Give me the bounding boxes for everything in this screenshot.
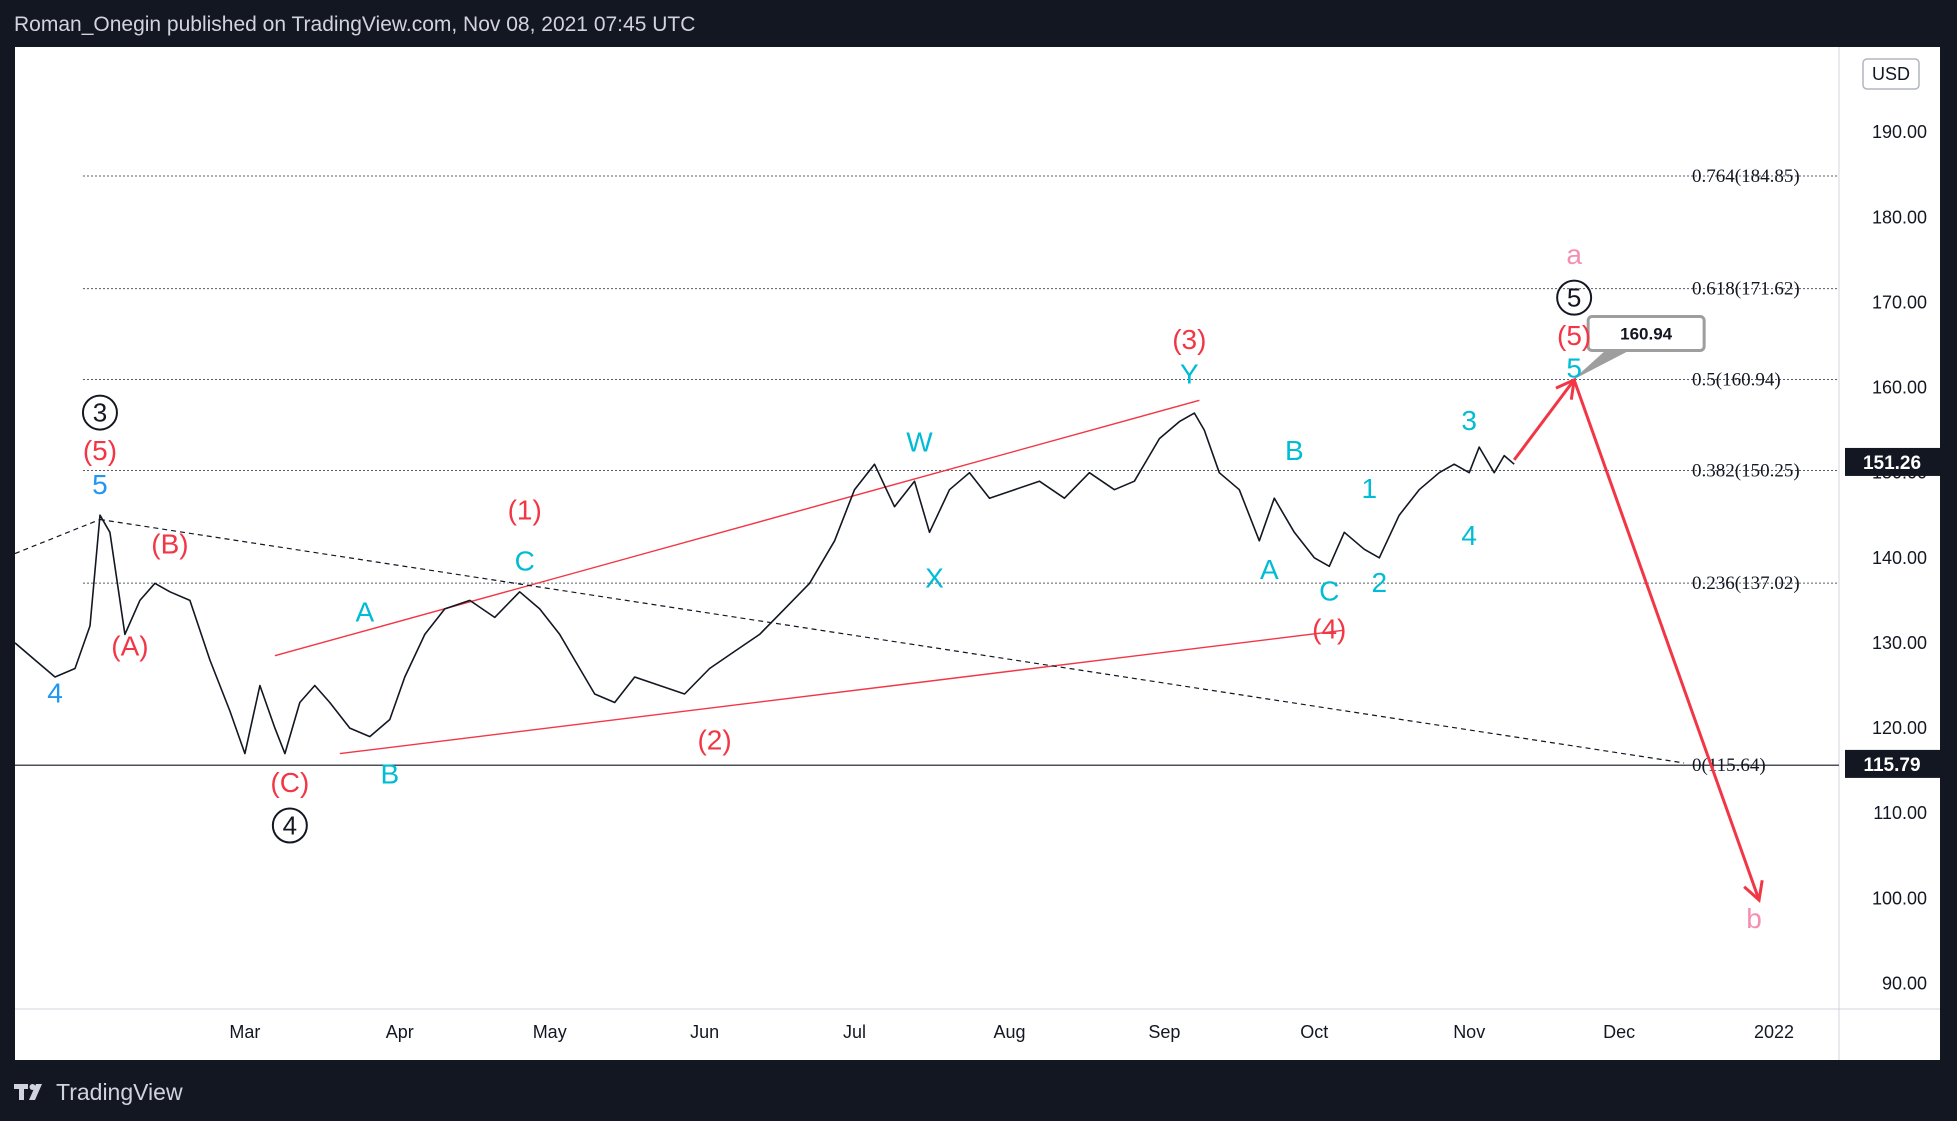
y-tick-label: 120.00 <box>1872 718 1927 738</box>
y-tick-label: 100.00 <box>1872 888 1927 908</box>
low-price-label: 115.79 <box>1863 755 1920 776</box>
channel-trend-line <box>274 399 1200 657</box>
wave-label: C <box>515 546 535 577</box>
x-tick-label: Apr <box>386 1022 414 1042</box>
callout-pointer <box>1575 350 1629 378</box>
y-tick-label: 130.00 <box>1872 633 1927 653</box>
fib-level-label: 0.618(171.62) <box>1692 279 1800 300</box>
wave-label: a <box>1566 239 1582 270</box>
fib-level-label: 0(115.64) <box>1692 755 1766 776</box>
x-tick-label: Mar <box>229 1022 260 1042</box>
dashed-trend-line <box>99 518 1685 764</box>
wave-circle <box>271 807 308 844</box>
x-tick-label: May <box>533 1022 567 1042</box>
price-chart[interactable]: 0.764(184.85) 0.618(171.62) 0.5(160.94) 0.3… <box>15 47 1940 1060</box>
y-tick-label: 140.00 <box>1872 548 1927 568</box>
wave-label: B <box>380 758 399 789</box>
wave-label: b <box>1746 903 1762 934</box>
wave-label: 3 <box>1461 405 1477 436</box>
wave-label: (C) <box>270 767 309 798</box>
x-tick-label: Nov <box>1453 1022 1485 1042</box>
callout-box[interactable] <box>1586 315 1706 353</box>
wave-label: 4 <box>47 678 63 709</box>
last-price-badge <box>1845 447 1940 476</box>
chart-area[interactable]: 0.764(184.85) 0.618(171.62) 0.5(160.94) 0.3… <box>15 47 1940 1060</box>
fib-level-label: 0.764(184.85) <box>1692 166 1800 187</box>
x-tick-label: Sep <box>1148 1022 1180 1042</box>
y-tick-label: 160.00 <box>1872 378 1927 398</box>
wave-label: (5) <box>1557 320 1591 351</box>
wave-label: X <box>925 563 944 594</box>
wave-label: (5) <box>83 435 117 466</box>
projection-arrow-line <box>1512 378 1576 461</box>
wave-label: A <box>355 597 374 628</box>
fib-level-label: 0.382(150.25) <box>1692 461 1800 482</box>
currency-label: USD <box>1872 64 1910 84</box>
wave-label: Y <box>1180 358 1199 389</box>
projection-arrow-line <box>1572 379 1761 901</box>
wave-label: (B) <box>151 529 188 560</box>
wave-label: 5 <box>1566 352 1582 383</box>
wave-label: A <box>1260 554 1279 585</box>
x-tick-label: Aug <box>993 1022 1025 1042</box>
projection-arrow-head <box>1743 880 1764 903</box>
publish-header: Roman_Onegin published on TradingView.co… <box>14 13 696 36</box>
y-tick-label: 110.00 <box>1873 803 1927 823</box>
y-tick-label: 180.00 <box>1872 207 1927 227</box>
tradingview-logo-icon <box>14 1082 48 1102</box>
wave-label: (4) <box>1312 614 1346 645</box>
y-tick-label: 170.00 <box>1872 292 1927 312</box>
wave-label: (2) <box>697 724 731 755</box>
callout-price-label: 160.94 <box>1620 325 1673 344</box>
fib-level-label: 0.236(137.02) <box>1692 573 1800 594</box>
x-tick-label: Oct <box>1300 1022 1328 1042</box>
dashed-trend-line <box>15 518 101 555</box>
footer-brand-label: TradingView <box>56 1078 183 1105</box>
currency-badge[interactable] <box>1862 58 1920 90</box>
x-tick-label: 2022 <box>1754 1022 1794 1042</box>
wave-label: (1) <box>508 494 542 525</box>
wave-label: 3 <box>93 398 107 428</box>
price-series-line[interactable] <box>15 412 1515 755</box>
wave-circle <box>81 394 118 431</box>
low-price-badge <box>1845 749 1940 778</box>
x-tick-label: Jun <box>690 1022 719 1042</box>
wave-label: 4 <box>1461 520 1477 551</box>
wave-label: (A) <box>111 631 148 662</box>
x-tick-label: Jul <box>843 1022 866 1042</box>
fib-level-label: 0.5(160.94) <box>1692 370 1781 391</box>
wave-label: 5 <box>1567 283 1581 313</box>
last-price-label: 151.26 <box>1863 453 1921 474</box>
wave-label: 1 <box>1361 473 1377 504</box>
wave-label: C <box>1319 575 1339 606</box>
footer-brand[interactable]: TradingView <box>14 1072 183 1112</box>
y-tick-label: 90.00 <box>1882 973 1927 993</box>
wave-label: W <box>906 426 933 457</box>
wave-label: B <box>1285 435 1304 466</box>
x-tick-label: Dec <box>1603 1022 1635 1042</box>
wave-label: 2 <box>1371 567 1387 598</box>
y-tick-label: 190.00 <box>1872 122 1927 142</box>
wave-label: 5 <box>92 469 108 500</box>
wave-circle <box>1556 279 1593 316</box>
wave-label: (3) <box>1172 324 1206 355</box>
wave-label: 4 <box>283 810 297 840</box>
channel-trend-line <box>339 629 1345 755</box>
